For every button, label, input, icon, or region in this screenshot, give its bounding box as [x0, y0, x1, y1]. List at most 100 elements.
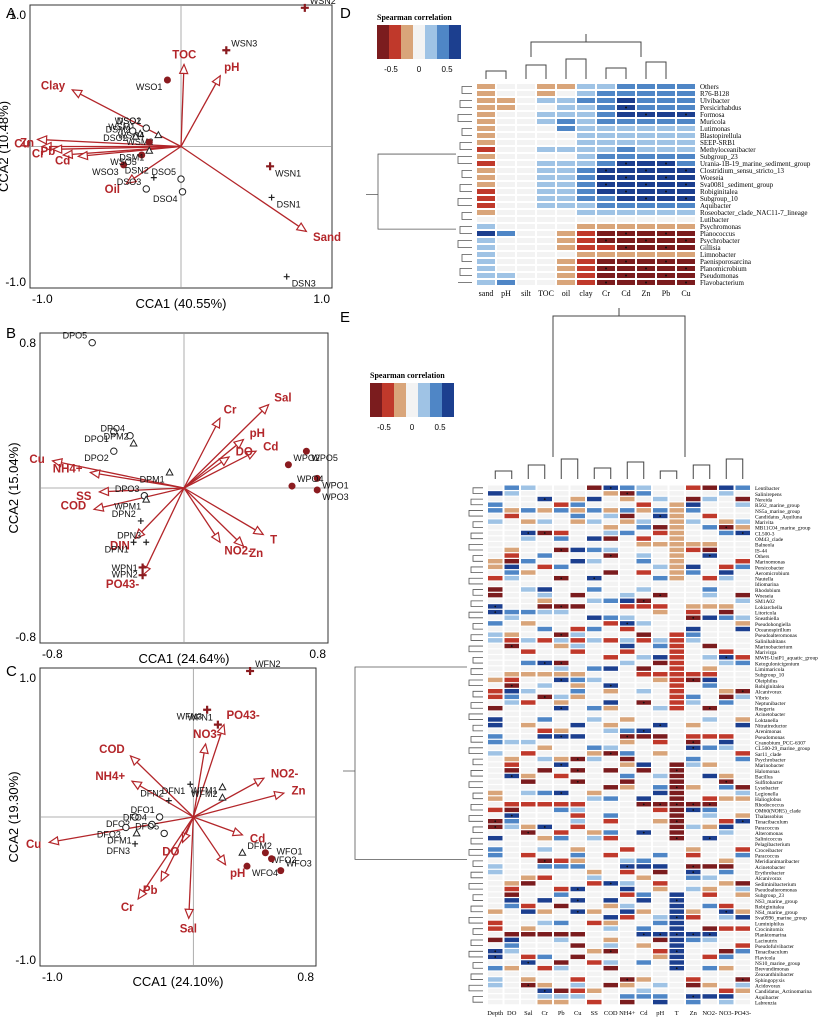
heatmap-cell — [603, 909, 618, 914]
heatmap-cell — [554, 536, 569, 541]
heatmap-cell — [657, 84, 675, 89]
heatmap-cell — [477, 98, 495, 103]
heatmap-cell — [521, 739, 536, 745]
heatmap-cell — [735, 570, 750, 575]
x-axis-label: CCA1 (24.64%) — [138, 651, 229, 666]
heatmap-cell — [497, 133, 515, 138]
arrow-shaft — [137, 816, 194, 900]
heatmap-cell — [620, 604, 635, 609]
heatmap-cell — [620, 508, 635, 513]
row-label: SEEP-SRB1 — [700, 139, 736, 147]
heatmap-cell — [537, 937, 552, 943]
heatmap-cell — [735, 898, 750, 903]
heatmap-cell — [669, 960, 684, 965]
heatmap-cell — [669, 869, 684, 875]
row-label: R76-B128 — [700, 90, 730, 98]
heatmap-cell — [488, 547, 503, 553]
heatmap-cell — [554, 502, 569, 507]
heatmap-cell — [477, 182, 495, 187]
heatmap-cell — [537, 886, 552, 892]
heatmap-cell — [570, 587, 585, 592]
heatmap-cell — [554, 802, 569, 807]
heatmap-cell — [657, 91, 675, 96]
heatmap-cell — [636, 609, 651, 615]
row-label: Marivita — [755, 520, 774, 526]
arrow-shaft — [183, 487, 244, 547]
significance-mark — [741, 532, 744, 534]
heatmap-cell — [488, 519, 503, 524]
heatmap-cell — [517, 140, 535, 145]
heatmap-cell — [521, 660, 536, 666]
heatmap-cell — [477, 259, 495, 264]
significance-mark — [560, 679, 563, 681]
significance-mark — [675, 916, 678, 919]
heatmap-cell — [537, 161, 555, 166]
heatmap-cell — [521, 881, 536, 886]
arrow-label: Cr — [224, 404, 237, 416]
heatmap-cell — [554, 926, 569, 931]
heatmap-cell — [637, 210, 655, 215]
significance-mark — [560, 633, 563, 636]
heatmap-cell — [521, 999, 536, 1005]
heatmap-cell — [686, 796, 701, 801]
heatmap-cell — [554, 999, 569, 1005]
heatmap-cell — [587, 592, 602, 598]
heatmap-cell — [636, 768, 651, 773]
heatmap-cell — [603, 711, 618, 717]
row-label: Pelagibacterium — [755, 842, 791, 848]
column-label: Pb — [662, 289, 670, 298]
heatmap-cell — [504, 666, 519, 671]
heatmap-cell — [653, 558, 668, 564]
heatmap-cell — [702, 643, 717, 649]
heatmap-cell — [557, 105, 575, 110]
significance-mark — [685, 197, 687, 200]
heatmap-cell — [488, 558, 503, 564]
heatmap-cell — [636, 745, 651, 750]
arrow-head — [218, 456, 231, 467]
heatmap-cell — [617, 140, 635, 145]
heatmap-cell — [504, 660, 519, 666]
significance-mark — [659, 803, 662, 806]
row-label: Psychrobacter — [700, 237, 740, 245]
heatmap-cell — [669, 672, 684, 677]
row-label: Subgroup_10 — [700, 195, 738, 203]
heatmap-cell — [702, 496, 717, 502]
column-label: NH4+ — [619, 1010, 636, 1017]
heatmap-cell — [719, 869, 734, 875]
heatmap-cell — [653, 508, 668, 513]
heatmap-cell — [636, 881, 651, 886]
heatmap-cell — [702, 886, 717, 892]
sample-label: DPN1 — [105, 544, 129, 554]
heatmap-cell — [702, 655, 717, 660]
heatmap-cell — [570, 536, 585, 541]
heatmap-cell — [488, 898, 503, 903]
heatmap-cell — [653, 892, 668, 897]
heatmap-cell — [587, 892, 602, 897]
heatmap-cell — [669, 722, 684, 728]
heatmap-cell — [653, 835, 668, 841]
heatmap-cell — [735, 513, 750, 519]
heatmap-cell — [653, 739, 668, 745]
heatmap-cell — [537, 621, 552, 626]
significance-mark — [626, 865, 629, 868]
heatmap-cell — [719, 875, 734, 880]
row-label: Lysobacter — [755, 786, 779, 792]
heatmap-cell — [686, 575, 701, 581]
heatmap-cell — [653, 632, 668, 637]
significance-mark — [665, 246, 667, 249]
heatmap-cell — [587, 530, 602, 536]
arrow-shaft — [180, 75, 221, 147]
heatmap-cell — [719, 954, 734, 960]
significance-mark — [626, 735, 629, 738]
heatmap-cell — [669, 638, 684, 643]
heatmap-cell — [521, 926, 536, 931]
heatmap-cell — [521, 587, 536, 592]
heatmap-cell — [653, 666, 668, 671]
heatmap-cell — [686, 937, 701, 943]
heatmap-cell — [504, 672, 519, 677]
row-label: Pseudoalteromonas — [755, 887, 797, 893]
heatmap-cell — [735, 519, 750, 524]
heatmap-cell — [570, 638, 585, 643]
heatmap-cell — [504, 875, 519, 880]
heatmap-cell — [504, 869, 519, 875]
